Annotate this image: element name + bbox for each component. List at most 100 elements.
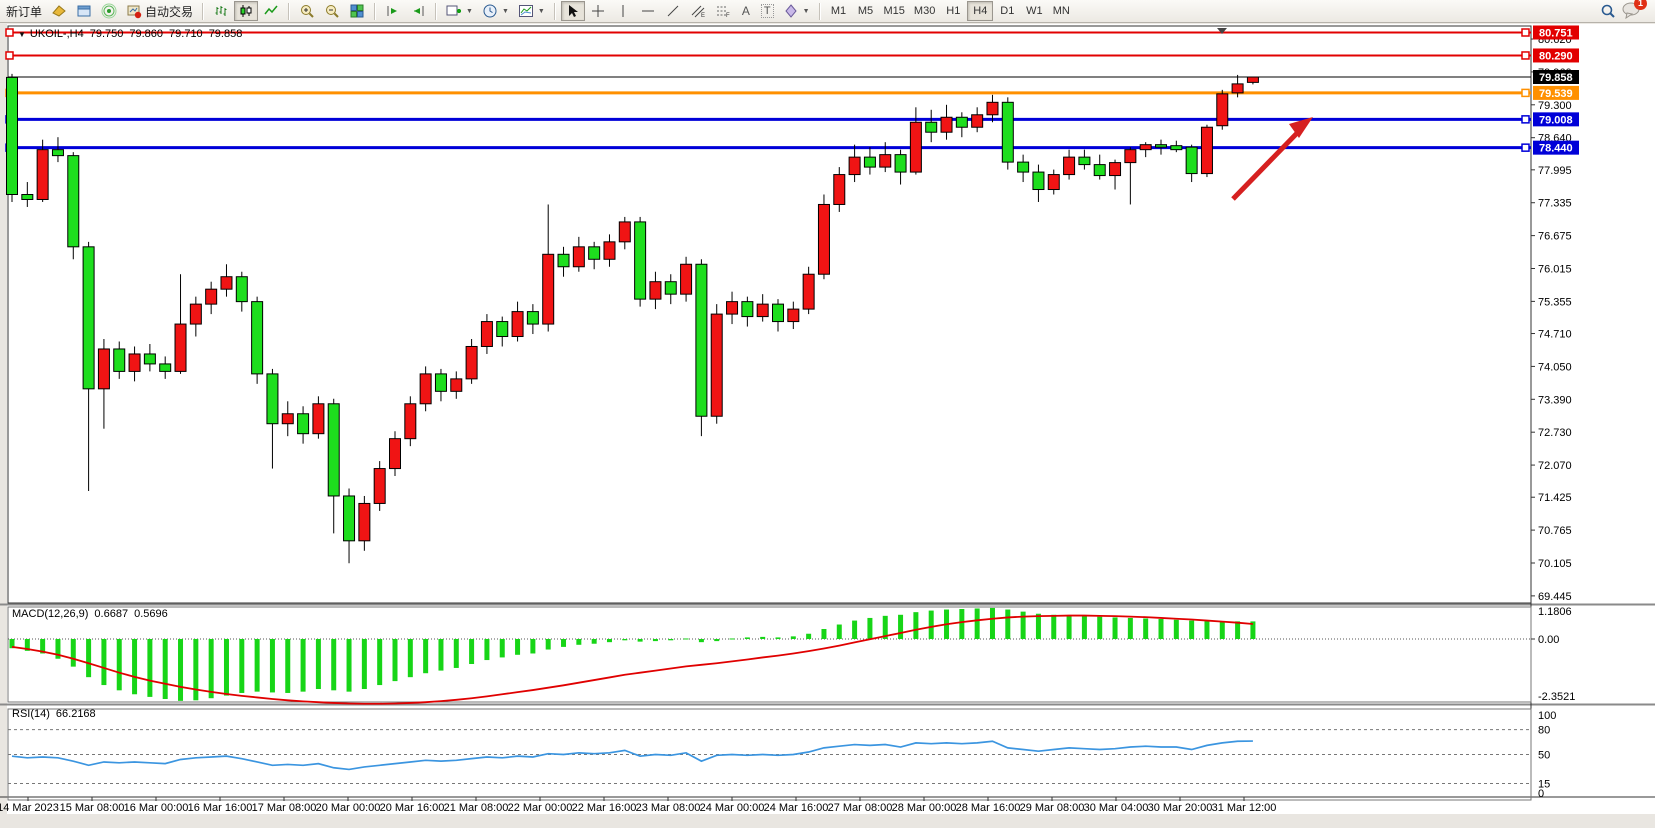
chart-canvas[interactable]: 80.62079.96079.30078.64077.99577.33576.6… <box>0 24 1655 828</box>
macd-histogram-bar <box>331 639 337 691</box>
arrow-shaft <box>1231 126 1304 201</box>
svg-text:F: F <box>726 13 730 19</box>
macd-histogram-bar <box>576 639 582 645</box>
level-price-text: 79.539 <box>1539 88 1573 100</box>
fibonacci-tool-button[interactable]: F <box>711 1 735 21</box>
price-tick-label: 73.390 <box>1538 394 1572 406</box>
bar-chart-icon <box>213 3 229 19</box>
candle-body <box>971 114 984 128</box>
time-axis[interactable]: 14 Mar 2023 15 Mar 08:00 16 Mar 00:00 16 Ma… <box>0 797 1276 814</box>
timeframe-button-MN[interactable]: MN <box>1048 1 1074 21</box>
candle-body <box>189 303 202 325</box>
level-handle[interactable] <box>1521 115 1530 124</box>
rsi-axis-label: 100 <box>1538 710 1556 722</box>
price-tick-label: 76.675 <box>1538 231 1572 243</box>
macd-signal-line <box>11 614 1253 705</box>
candlestick-chart-type-button[interactable] <box>234 1 259 21</box>
zoom-out-button[interactable] <box>320 1 344 21</box>
time-tick-label: 22 Mar 16:00 <box>572 802 637 814</box>
candle-body <box>649 281 662 300</box>
macd-histogram-bar <box>852 620 858 639</box>
toolbar-separator <box>374 2 377 20</box>
level-handle[interactable] <box>1521 143 1530 152</box>
macd-histogram-bar <box>178 639 184 701</box>
time-tick-label: 24 Mar 16:00 <box>764 802 829 814</box>
macd-histogram-bar <box>254 639 260 692</box>
low-value: 79.710 <box>169 28 203 40</box>
candle-body <box>726 301 739 315</box>
horizontal-line-tool-button[interactable] <box>636 1 660 21</box>
search-button[interactable] <box>1596 1 1620 21</box>
templates-button[interactable]: ▼ <box>514 1 549 21</box>
level-handle[interactable] <box>1521 88 1530 98</box>
new-chart-button[interactable]: ▼ <box>442 1 477 21</box>
macd-histogram-bar <box>1066 615 1072 639</box>
signals-button[interactable] <box>97 1 121 21</box>
macd-histogram-bar <box>101 639 107 686</box>
macd-histogram-bar <box>622 639 628 641</box>
macd-histogram-bar <box>928 610 934 639</box>
zoom-in-button[interactable] <box>295 1 319 21</box>
bar-chart-type-button[interactable] <box>209 1 233 21</box>
trendline-tool-button[interactable] <box>661 1 685 21</box>
timeframe-button-M15[interactable]: M15 <box>880 1 909 21</box>
macd-histogram-bar <box>744 637 750 639</box>
candle-body <box>1109 162 1122 177</box>
rsi-axis-label: 15 <box>1538 779 1550 791</box>
macd-histogram-bar <box>24 639 30 651</box>
equidistant-channel-tool-button[interactable]: E <box>686 1 710 21</box>
vertical-line-tool-button[interactable] <box>611 1 635 21</box>
candle-body <box>894 154 907 173</box>
vertical-line-icon <box>615 3 631 19</box>
crosshair-icon <box>590 3 606 19</box>
price-tick-label: 75.355 <box>1538 296 1572 308</box>
ticket-button[interactable] <box>47 1 71 21</box>
macd-histogram-bar <box>147 639 153 697</box>
auto-scroll-button[interactable] <box>381 1 405 21</box>
crosshair-tool-button[interactable] <box>586 1 610 21</box>
candle-body <box>588 246 601 260</box>
timeframe-button-H4[interactable]: H4 <box>967 1 994 21</box>
candle-body <box>634 221 647 300</box>
time-tick-label: 31 Mar 12:00 <box>1212 802 1277 814</box>
current-price-badge <box>1533 70 1579 84</box>
candle-body <box>1124 149 1137 164</box>
label-tool-button[interactable]: T <box>757 1 778 21</box>
timeframe-button-D1[interactable]: D1 <box>994 1 1020 21</box>
macd-histogram-bar <box>346 639 352 692</box>
timeframe-button-M5[interactable]: M5 <box>853 1 879 21</box>
macd-zero-label: 0.00 <box>1538 634 1559 646</box>
level-handle[interactable] <box>5 28 14 37</box>
new-order-button[interactable]: 新订单 <box>2 1 46 21</box>
tile-windows-button[interactable] <box>345 1 369 21</box>
timeframe-button-H1[interactable]: H1 <box>940 1 966 21</box>
candle-body <box>82 246 95 390</box>
macd-main-value: 0.6687 <box>94 608 129 620</box>
level-handle[interactable] <box>1521 51 1530 60</box>
timeframe-button-M1[interactable]: M1 <box>826 1 852 21</box>
text-tool-button[interactable]: A <box>736 1 756 21</box>
level-handle[interactable] <box>5 51 14 60</box>
macd-histogram-bar <box>116 639 122 691</box>
candle-body <box>496 321 509 338</box>
time-tick-label: 24 Mar 00:00 <box>700 802 765 814</box>
level-handle[interactable] <box>1521 28 1530 37</box>
candle-body <box>6 76 18 195</box>
rsi-indicator-label: RSI(14) 66.2168 <box>12 708 96 720</box>
line-chart-type-button[interactable] <box>259 1 283 21</box>
timeframe-button-M30[interactable]: M30 <box>910 1 939 21</box>
notifications-button[interactable]: 1 <box>1621 0 1647 22</box>
chart-shift-button[interactable] <box>406 1 430 21</box>
market-watch-button[interactable] <box>72 1 96 21</box>
macd-histogram-bar <box>239 639 245 693</box>
cursor-tool-button[interactable] <box>560 1 585 21</box>
autotrading-button[interactable]: 自动交易 <box>122 1 197 21</box>
shapes-tool-button[interactable]: ▼ <box>779 1 814 21</box>
periods-button[interactable]: ▼ <box>478 1 513 21</box>
candle-body <box>572 246 585 268</box>
level-price-badge <box>1533 25 1579 40</box>
timeframe-button-W1[interactable]: W1 <box>1021 1 1047 21</box>
candle-body <box>526 311 539 325</box>
chart-shift-marker[interactable] <box>1217 28 1227 34</box>
trend-arrow[interactable] <box>1231 117 1313 201</box>
